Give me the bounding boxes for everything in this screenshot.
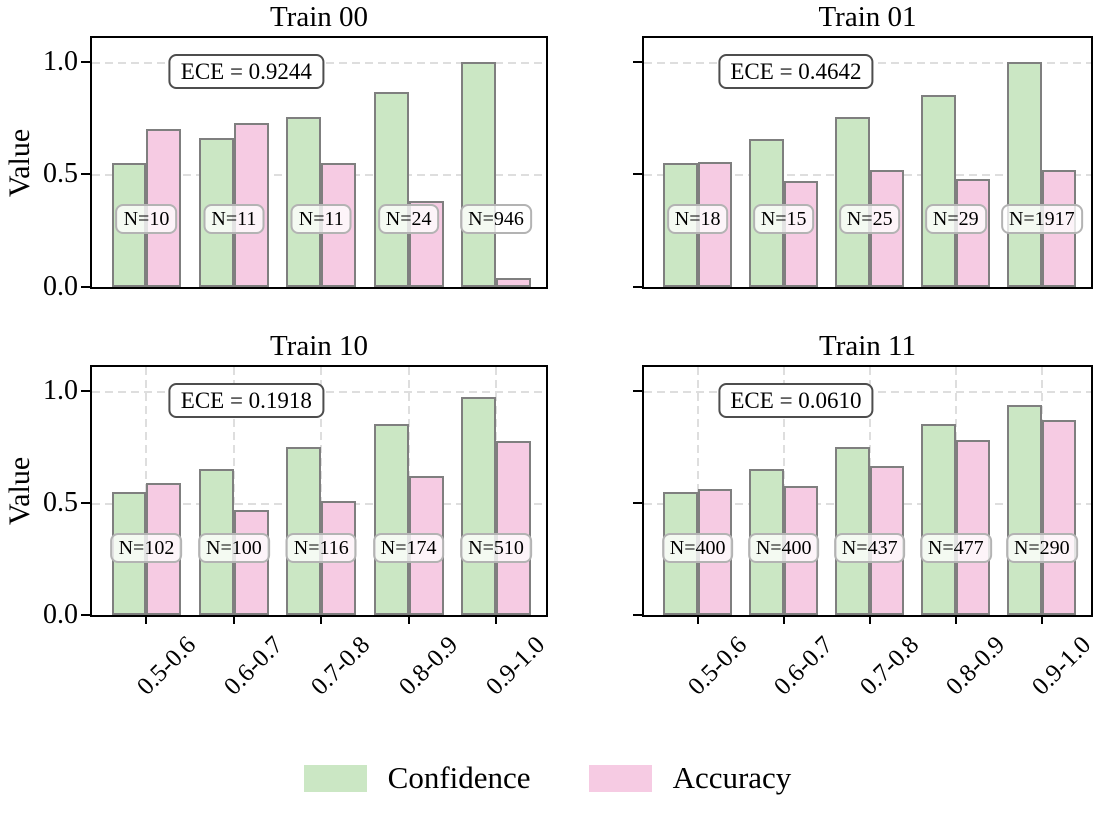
chart-title: Train 01 bbox=[818, 1, 917, 33]
bin-count-label: N=11 bbox=[290, 204, 352, 235]
legend-label: Accuracy bbox=[672, 760, 792, 795]
legend-item-accuracy: Accuracy bbox=[588, 760, 792, 796]
y-axis-label: Value bbox=[3, 128, 36, 197]
confidence-swatch bbox=[303, 764, 367, 792]
gridline-x-0.6-0.7 bbox=[232, 367, 235, 615]
y-tick bbox=[81, 614, 90, 616]
accuracy-bar-0.9-1.0 bbox=[496, 441, 531, 615]
bin-count-label: N=24 bbox=[377, 204, 440, 235]
confidence-bar-0.7-0.8 bbox=[286, 446, 322, 615]
y-tick-label: 1.0 bbox=[43, 374, 78, 406]
x-tick-label: 0.9-1.0 bbox=[481, 631, 551, 701]
y-tick bbox=[81, 173, 90, 176]
y-tick bbox=[633, 389, 642, 392]
ece-annotation: ECE = 0.9244 bbox=[168, 54, 324, 89]
accuracy-bar-0.9-1.0 bbox=[496, 278, 531, 287]
bin-count-label: N=946 bbox=[460, 204, 532, 235]
confidence-bar-0.7-0.8 bbox=[835, 116, 870, 287]
confidence-bar-0.9-1.0 bbox=[1007, 405, 1042, 615]
legend: Confidence Accuracy bbox=[0, 760, 1095, 796]
confidence-bar-0.9-1.0 bbox=[461, 61, 497, 287]
y-tick-label: 0.0 bbox=[43, 599, 78, 630]
legend-item-confidence: Confidence bbox=[303, 760, 531, 796]
y-tick-label: 0.5 bbox=[43, 486, 78, 518]
confidence-bar-0.9-1.0 bbox=[1007, 61, 1042, 287]
y-tick bbox=[633, 501, 642, 504]
bin-count-label: N=11 bbox=[203, 204, 265, 235]
y-tick bbox=[633, 614, 642, 616]
confidence-bar-0.8-0.9 bbox=[373, 424, 409, 615]
y-tick bbox=[633, 173, 642, 176]
bin-count-label: N=15 bbox=[752, 204, 815, 235]
y-tick bbox=[633, 60, 642, 63]
accuracy-bar-0.8-0.9 bbox=[955, 439, 991, 615]
y-axis-label: Value bbox=[3, 456, 36, 526]
confidence-bar-0.7-0.8 bbox=[286, 116, 322, 287]
accuracy-bar-0.9-1.0 bbox=[1041, 419, 1077, 615]
y-tick bbox=[81, 501, 90, 504]
bin-count-label: N=437 bbox=[833, 532, 906, 563]
x-tick-label: 0.5-0.6 bbox=[131, 631, 201, 701]
x-tick-label: 0.7-0.8 bbox=[854, 631, 925, 701]
bin-count-label: N=25 bbox=[838, 204, 901, 235]
bin-count-label: N=400 bbox=[747, 532, 820, 563]
confidence-bar-0.8-0.9 bbox=[373, 92, 409, 287]
accuracy-swatch bbox=[588, 764, 652, 792]
ece-annotation: ECE = 0.4642 bbox=[718, 54, 874, 89]
bin-count-label: N=174 bbox=[372, 532, 445, 563]
bin-count-label: N=290 bbox=[1005, 532, 1078, 563]
x-tick bbox=[1040, 615, 1043, 624]
x-tick bbox=[232, 615, 235, 624]
x-tick bbox=[696, 615, 699, 624]
x-tick-label: 0.9-1.0 bbox=[1027, 631, 1095, 701]
x-tick-label: 0.8-0.9 bbox=[393, 631, 464, 701]
y-tick-label: 0.5 bbox=[43, 158, 78, 190]
ece-annotation: ECE = 0.1918 bbox=[168, 383, 324, 418]
ece-annotation: ECE = 0.0610 bbox=[718, 383, 874, 418]
bin-count-label: N=10 bbox=[115, 204, 178, 235]
bin-count-label: N=116 bbox=[285, 532, 357, 563]
subplot-train-01: Train 01 ECE = 0.4642 N=18 N=15 N=25 N=29 N=… bbox=[633, 1, 1093, 289]
x-tick bbox=[145, 615, 148, 624]
x-tick-label: 0.5-0.6 bbox=[682, 631, 753, 701]
y-tick bbox=[81, 60, 90, 63]
x-tick bbox=[782, 615, 785, 624]
confidence-bar-0.8-0.9 bbox=[921, 424, 956, 615]
x-tick bbox=[954, 615, 957, 624]
subplot-train-11: Train 11 ECE = 0.0610 N=400 N=400 N=437 N=4… bbox=[633, 330, 1095, 700]
chart-title: Train 11 bbox=[819, 330, 916, 362]
bin-count-label: N=510 bbox=[460, 532, 532, 563]
bin-count-label: N=400 bbox=[661, 532, 734, 563]
bin-count-label: N=100 bbox=[198, 532, 270, 563]
subplot-train-10: Train 10 ECE = 0.1918 Value N=102 N=100 N=… bbox=[3, 330, 550, 700]
y-tick-label: 1.0 bbox=[43, 45, 78, 77]
bin-count-label: N=477 bbox=[919, 532, 992, 563]
y-tick bbox=[81, 389, 90, 392]
bin-count-label: N=1917 bbox=[1000, 204, 1083, 235]
gridline-x-0.7-0.8 bbox=[320, 367, 323, 615]
y-tick bbox=[633, 286, 642, 288]
y-tick bbox=[81, 286, 90, 288]
bin-count-label: N=18 bbox=[666, 204, 729, 235]
x-tick-label: 0.6-0.7 bbox=[768, 631, 839, 701]
bin-count-label: N=29 bbox=[924, 204, 987, 235]
legend-label: Confidence bbox=[387, 760, 531, 795]
chart-title: Train 10 bbox=[269, 330, 369, 362]
chart-title: Train 00 bbox=[269, 1, 369, 33]
confidence-bar-0.7-0.8 bbox=[835, 446, 870, 615]
subplot-train-00: Train 00 ECE = 0.9244 Value N=10 N=11 N=11… bbox=[3, 1, 548, 302]
x-tick-label: 0.8-0.9 bbox=[941, 631, 1011, 701]
x-tick bbox=[868, 615, 871, 624]
x-tick-label: 0.6-0.7 bbox=[219, 631, 289, 701]
x-tick-label: 0.7-0.8 bbox=[306, 631, 376, 701]
confidence-bar-0.8-0.9 bbox=[921, 95, 956, 287]
x-tick bbox=[407, 615, 410, 624]
x-tick bbox=[320, 615, 323, 624]
confidence-bar-0.9-1.0 bbox=[461, 397, 497, 615]
y-tick-label: 0.0 bbox=[43, 271, 78, 302]
bin-count-label: N=102 bbox=[110, 532, 183, 563]
x-tick bbox=[495, 615, 498, 624]
